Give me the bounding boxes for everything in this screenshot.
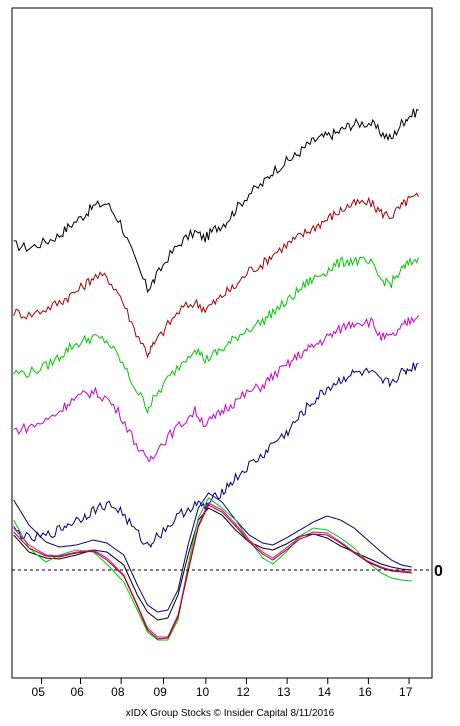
plot-frame [11,7,433,679]
chart-caption: xIDX Group Stocks © Insider Capital 8/11… [126,708,335,719]
price-series-line [13,362,419,549]
oscillator-series-line [13,502,412,638]
x-tick-label: 13 [277,685,291,699]
x-tick-label: 09 [153,685,167,699]
oscillator-series-group [13,492,412,641]
x-tick-label: 14 [318,685,332,699]
x-tick-label: 17 [399,685,413,699]
x-tick-label: 12 [236,685,250,699]
oscillator-series-line [13,497,412,641]
x-tick-label: 10 [196,685,210,699]
price-series-group [13,108,419,549]
zero-label: 0 [434,563,443,580]
x-tick-label: 08 [111,685,125,699]
x-tick-label: 05 [32,685,46,699]
price-series-line [13,192,419,359]
price-series-line [13,314,419,463]
price-series-line [13,108,419,294]
oscillator-series-line [13,504,412,640]
price-series-line [13,256,419,415]
x-tick-label: 06 [71,685,85,699]
x-axis: 05 06 08 09 10 12 13 14 16 17 [32,678,413,699]
x-tick-label: 16 [358,685,372,699]
oscillator-series-line [13,507,412,621]
oscillator-series-line [13,492,412,613]
